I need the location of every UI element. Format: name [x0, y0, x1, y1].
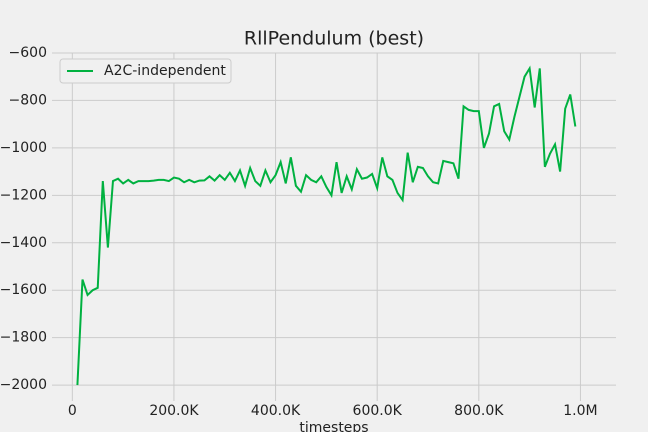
x-axis-label: timesteps: [299, 420, 368, 432]
legend-box: [59, 58, 232, 84]
y-tick-label: −1600: [0, 282, 47, 298]
x-tick-label: 800.0K: [454, 403, 504, 419]
y-tick-label: −1400: [0, 235, 47, 251]
legend-label: A2C-independent: [104, 63, 226, 79]
y-tick-label: −1000: [0, 140, 47, 156]
x-tick-label: 400.0K: [251, 403, 301, 419]
y-tick-label: −1800: [0, 330, 47, 346]
y-tick-label: −600: [9, 45, 47, 61]
y-tick-label: −2000: [0, 377, 47, 393]
data-line: [76, 65, 577, 386]
chart-title: RllPendulum (best): [244, 28, 424, 50]
x-tick-label: 1.0M: [563, 403, 597, 419]
x-tick-label: 600.0K: [353, 403, 403, 419]
y-tick-label: −1200: [0, 187, 47, 203]
y-tick-label: −800: [9, 92, 47, 108]
x-tick-label: 200.0K: [149, 403, 199, 419]
x-tick-label: 0: [68, 403, 77, 419]
